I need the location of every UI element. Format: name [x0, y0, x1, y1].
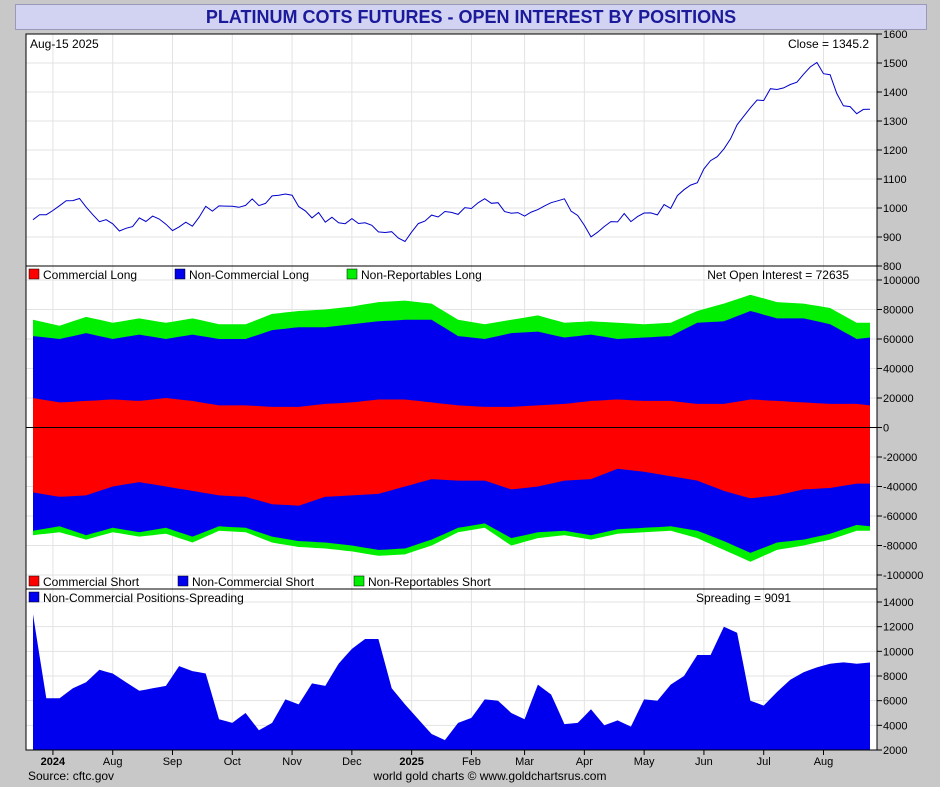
legend-swatch: [346, 268, 358, 280]
y-tick-label: 6000: [883, 696, 907, 708]
y-tick-label: 1300: [883, 116, 907, 128]
x-axis-ticks: 2024 Aug Sep Oct Nov Dec 2025 Feb Mar Apr May Jun Ju…: [41, 750, 834, 768]
legend-label: Non-Commercial Short: [192, 575, 315, 589]
x-tick-label: Mar: [515, 756, 534, 768]
y-tick-label: 8000: [883, 671, 907, 683]
chart-title: PLATINUM COTS FUTURES - OPEN INTEREST BY…: [15, 4, 927, 30]
short-legend: Commercial Short Non-Commercial Short Non-…: [28, 575, 491, 589]
x-tick-label: Jun: [695, 756, 713, 768]
x-tick-label: Sep: [163, 756, 183, 768]
y-tick-label: 10000: [883, 646, 914, 658]
price-date-label: Aug-15 2025: [30, 37, 99, 51]
spreading-panel-border: [25, 588, 878, 751]
legend-swatch: [177, 575, 189, 587]
spreading-series: [33, 614, 870, 750]
legend-label: Non-Reportables Short: [368, 575, 491, 589]
legend-swatch: [174, 268, 186, 280]
area-non-commercial-long: [33, 311, 870, 428]
positions-areas: [33, 294, 870, 562]
legend-swatch: [28, 591, 40, 603]
x-tick-label: 2024: [41, 756, 66, 768]
y-tick-label: 1200: [883, 145, 907, 157]
y-tick-label: 1400: [883, 87, 907, 99]
spreading-area: [33, 614, 870, 750]
y-tick-label: -100000: [883, 570, 923, 582]
area-commercial-short: [33, 427, 870, 506]
legend-swatch: [353, 575, 365, 587]
y-tick-label: 40000: [883, 364, 914, 376]
area-commercial-long: [33, 398, 870, 428]
price-close-label: Close = 1345.2: [788, 37, 869, 51]
x-tick-label: 2025: [399, 756, 423, 768]
x-tick-label: Oct: [224, 756, 241, 768]
y-tick-label: -40000: [883, 482, 917, 494]
y-tick-label: 100000: [883, 275, 920, 287]
credit-label: world gold charts © www.goldchartsrus.co…: [373, 769, 607, 783]
y-tick-label: 1100: [883, 174, 907, 186]
legend-label: Commercial Short: [43, 575, 140, 589]
legend-swatch: [28, 268, 40, 280]
x-tick-label: Aug: [103, 756, 123, 768]
legend-swatch: [28, 575, 40, 587]
y-tick-label: 20000: [883, 393, 914, 405]
x-tick-label: Aug: [814, 756, 834, 768]
y-tick-label: -20000: [883, 452, 917, 464]
y-tick-label: 1600: [883, 29, 907, 41]
source-label: Source: cftc.gov: [28, 769, 114, 783]
y-tick-label: 1500: [883, 58, 907, 70]
x-tick-label: Feb: [462, 756, 481, 768]
legend-label: Non-Reportables Long: [361, 268, 482, 282]
y-tick-label: 12000: [883, 622, 914, 634]
spreading-legend: Non-Commercial Positions-Spreading: [28, 591, 244, 605]
y-tick-label: 0: [883, 423, 889, 435]
x-tick-label: Nov: [282, 756, 302, 768]
spreading-legend-label: Non-Commercial Positions-Spreading: [43, 591, 244, 605]
x-tick-label: Apr: [576, 756, 593, 768]
y-tick-label: 900: [883, 232, 901, 244]
spreading-value-label: Spreading = 9091: [696, 591, 791, 605]
x-tick-label: May: [634, 756, 655, 768]
x-tick-label: Dec: [342, 756, 362, 768]
price-series: [32, 61, 871, 243]
y-tick-label: 800: [883, 261, 901, 273]
y-tick-label: 2000: [883, 745, 907, 757]
price-line: [32, 61, 871, 243]
y-tick-label: -80000: [883, 541, 917, 553]
y-tick-label: 14000: [883, 597, 914, 609]
legend-label: Non-Commercial Long: [189, 268, 309, 282]
y-tick-label: 60000: [883, 334, 914, 346]
x-tick-label: Jul: [757, 756, 771, 768]
long-legend: Commercial Long Non-Commercial Long Non-Re…: [28, 268, 482, 282]
y-axis-ticks: 800 900 1000 1100 1200 1300 1400 1500 1600 -10000…: [877, 29, 923, 757]
legend-label: Commercial Long: [43, 268, 137, 282]
y-tick-label: 80000: [883, 305, 914, 317]
net-open-interest-label: Net Open Interest = 72635: [707, 268, 849, 282]
y-tick-label: 1000: [883, 203, 907, 215]
y-tick-label: -60000: [883, 511, 917, 523]
y-tick-label: 4000: [883, 720, 907, 732]
